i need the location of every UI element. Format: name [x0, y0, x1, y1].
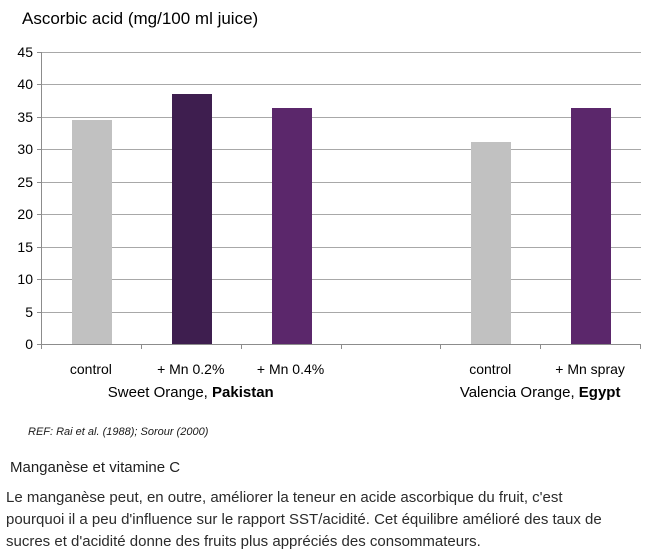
y-axis-label-10: 10: [17, 271, 33, 288]
group-label-country: Egypt: [578, 384, 621, 401]
y-axis-tick-15: [37, 246, 41, 248]
y-axis-label-45: 45: [17, 44, 33, 60]
x-axis-tick-4: [440, 345, 442, 349]
plot-area: [41, 52, 641, 345]
y-axis-label-20: 20: [17, 206, 33, 223]
category-label-2: + Mn 0.4%: [256, 361, 325, 377]
gridline-35: [42, 116, 641, 118]
y-axis-label-5: 5: [25, 303, 33, 320]
y-axis-tick-40: [37, 84, 41, 86]
category-label-4: + Mn spray: [555, 361, 625, 377]
gridline-25: [42, 181, 641, 183]
y-axis-label-30: 30: [17, 141, 33, 158]
group-label-1: Valencia Orange, Egypt: [410, 384, 654, 401]
bar-3-control: [471, 141, 512, 344]
bar-2--Mn-0.4-: [271, 108, 312, 344]
group-label-country: Pakistan: [212, 384, 274, 401]
y-axis-tick-35: [37, 116, 41, 118]
category-label-1: + Mn 0.2%: [157, 361, 225, 377]
gridline-20: [42, 214, 641, 216]
y-axis-tick-20: [37, 214, 41, 216]
x-axis-tick-3: [340, 345, 342, 349]
gridline-45: [42, 52, 641, 53]
x-axis-tick-5: [540, 345, 542, 349]
x-axis-tick-6: [640, 345, 641, 349]
caption-heading: Manganèse et vitamine C: [10, 459, 181, 476]
x-axis-tick-2: [240, 345, 242, 349]
group-label-text: Valencia Orange,: [459, 384, 579, 401]
y-axis-tick-10: [37, 279, 41, 281]
y-axis-tick-45: [37, 52, 41, 53]
gridline-5: [42, 311, 641, 313]
gridline-40: [42, 84, 641, 86]
group-label-0: Sweet Orange, Pakistan: [61, 384, 321, 401]
y-axis-label-25: 25: [17, 173, 33, 190]
bar-0-control: [71, 120, 112, 344]
group-label-text: Sweet Orange,: [107, 384, 213, 401]
y-axis-label-40: 40: [17, 76, 33, 93]
x-axis-tick-1: [140, 345, 142, 349]
bar-4--Mn-spray: [571, 108, 612, 344]
category-label-0: control: [69, 361, 112, 377]
category-label-3: control: [469, 361, 512, 377]
y-axis-tick-25: [37, 181, 41, 183]
y-axis-tick-5: [37, 311, 41, 313]
y-axis-label-15: 15: [17, 238, 33, 255]
x-axis-tick-0: [41, 345, 42, 349]
caption-body: Le manganèse peut, en outre, améliorer l…: [6, 489, 602, 550]
chart-title: Ascorbic acid (mg/100 ml juice): [22, 9, 259, 28]
gridline-15: [42, 246, 641, 248]
y-axis-tick-30: [37, 149, 41, 151]
y-axis-label-35: 35: [17, 108, 33, 125]
y-axis-tick-0: [37, 344, 41, 345]
y-axis-label-0: 0: [25, 336, 33, 352]
bar-1--Mn-0.2-: [171, 94, 212, 344]
reference-note: REF: Rai et al. (1988); Sorour (2000): [28, 426, 209, 438]
gridline-10: [42, 279, 641, 281]
gridline-30: [42, 149, 641, 151]
